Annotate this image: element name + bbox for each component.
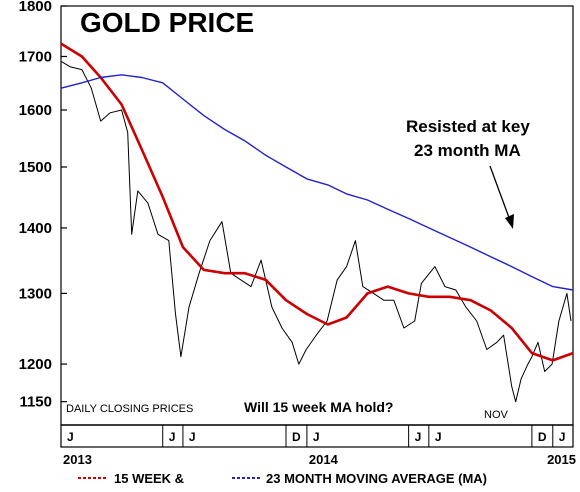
month-tick-label: J (189, 430, 196, 444)
year-label: 2015 (547, 452, 576, 467)
y-tick-label: 1300 (19, 285, 52, 302)
month-tick-label: D (292, 430, 301, 444)
y-tick-label: 1700 (19, 48, 52, 65)
legend: 15 WEEK & 23 MONTH MOVING AVERAGE (MA) (78, 471, 487, 486)
series-layer (60, 42, 574, 403)
y-axis-ticks: 1800 1700 1600 1500 1400 1300 1200 1150 (19, 0, 67, 411)
legend-ma23-label: 23 MONTH MOVING AVERAGE (MA) (266, 471, 487, 486)
series-line-ma15 (60, 42, 574, 362)
series-line-daily (61, 61, 572, 403)
nov-label: NOV (484, 409, 509, 421)
legend-ma15-label: 15 WEEK & (114, 471, 184, 486)
resisted-arrow-line (489, 165, 512, 224)
resisted-annotation-line2: 23 month MA (414, 141, 521, 160)
y-tick-label: 1200 (19, 356, 52, 373)
question-annotation: Will 15 week MA hold? (244, 399, 394, 415)
resisted-arrow-head (505, 214, 514, 229)
month-tick-label: J (415, 430, 422, 444)
series-line-ma23 (60, 74, 574, 291)
month-tick-label: D (538, 430, 547, 444)
year-label: 2013 (63, 452, 92, 467)
month-tick-label: J (435, 430, 442, 444)
month-tick-label: J (169, 430, 176, 444)
y-tick-label: 1150 (19, 394, 52, 411)
daily-closing-note: DAILY CLOSING PRICES (66, 403, 193, 415)
month-tick-label: J (313, 430, 320, 444)
y-tick-label: 1600 (19, 102, 52, 119)
chart-title: GOLD PRICE (80, 7, 254, 38)
y-tick-label: 1400 (19, 220, 52, 237)
year-label: 2014 (309, 452, 339, 467)
y-tick-label: 1800 (19, 0, 52, 15)
month-tick-label: J (559, 430, 566, 444)
y-tick-label: 1500 (19, 159, 52, 176)
year-labels: 2013 2014 2015 (63, 452, 576, 467)
month-tick-label: J (67, 430, 74, 444)
resisted-annotation-line1: Resisted at key (406, 117, 530, 136)
